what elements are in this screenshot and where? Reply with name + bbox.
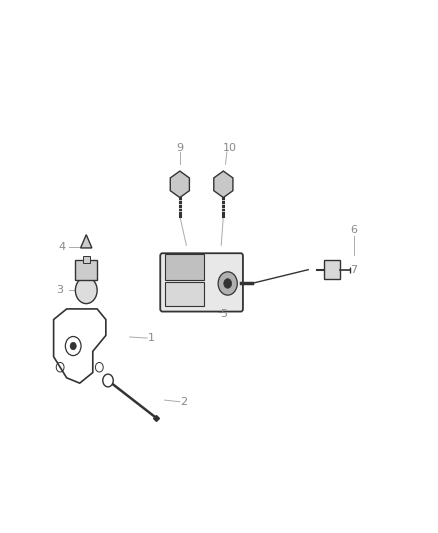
FancyBboxPatch shape [160, 253, 243, 312]
Circle shape [218, 272, 237, 295]
Polygon shape [81, 235, 92, 248]
Text: 5: 5 [220, 309, 227, 319]
Circle shape [70, 342, 76, 350]
Polygon shape [170, 171, 189, 198]
Text: 10: 10 [223, 143, 237, 154]
Bar [324, 260, 340, 279]
Text: 2: 2 [180, 397, 188, 407]
Text: 1: 1 [148, 333, 155, 343]
Bar [83, 256, 90, 263]
Text: 6: 6 [350, 225, 357, 236]
Text: 9: 9 [176, 143, 184, 154]
Circle shape [103, 374, 113, 387]
Circle shape [224, 279, 232, 288]
Bar [165, 254, 204, 280]
Bar [165, 282, 204, 306]
Text: 7: 7 [350, 265, 357, 274]
Bar [75, 260, 97, 280]
Circle shape [75, 277, 97, 304]
Polygon shape [214, 171, 233, 198]
Text: 4: 4 [59, 242, 66, 252]
Text: 3: 3 [57, 285, 64, 295]
